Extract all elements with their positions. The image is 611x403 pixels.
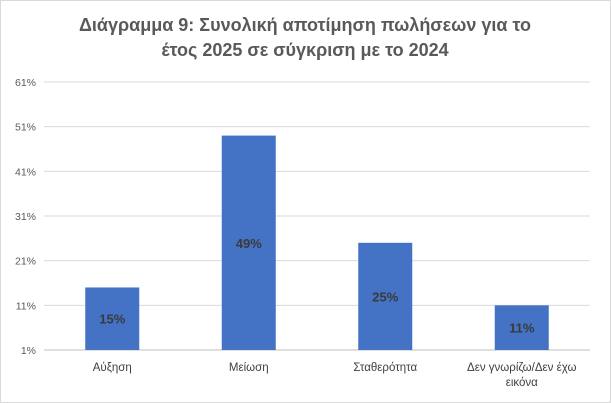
data-labels: 15% 49% 25% 11% [99,236,535,336]
bars [85,135,549,350]
x-category-label: Σταθερότητα [353,362,417,374]
y-axis-ticks: 1% 11% 21% 31% 41% 51% 61% [15,77,36,357]
bar [85,287,140,350]
x-category-label: Αύξηση [93,362,132,374]
chart-title: Διάγραμμα 9: Συνολική αποτίμηση πωλήσεων… [40,13,570,63]
y-tick-label: 61% [15,77,36,89]
bar [494,305,549,350]
bar-value-label: 11% [509,321,535,336]
chart-title-line-1: Διάγραμμα 9: Συνολική αποτίμηση πωλήσεων… [78,15,531,35]
y-tick-label: 21% [15,256,36,268]
chart-title-line-2: έτος 2025 σε σύγκριση με το 2024 [161,40,449,60]
y-tick-label: 1% [21,345,36,357]
bar [358,242,413,350]
bar-value-label: 25% [372,289,398,304]
x-axis-categories: Αύξηση Μείωση Σταθερότητα Δεν γνωρίζω/Δεν έ… [93,362,577,389]
y-tick-label: 31% [15,211,36,223]
y-tick-label: 41% [15,166,36,178]
x-category-label: εικόνα [506,377,538,389]
bar-value-label: 49% [236,236,262,251]
bar-value-label: 15% [99,312,125,327]
y-tick-label: 11% [16,300,36,312]
bar [221,135,276,350]
x-category-label: Δεν γνωρίζω/Δεν έχω [467,362,576,374]
x-category-label: Μείωση [229,362,269,374]
y-tick-label: 51% [15,122,36,134]
